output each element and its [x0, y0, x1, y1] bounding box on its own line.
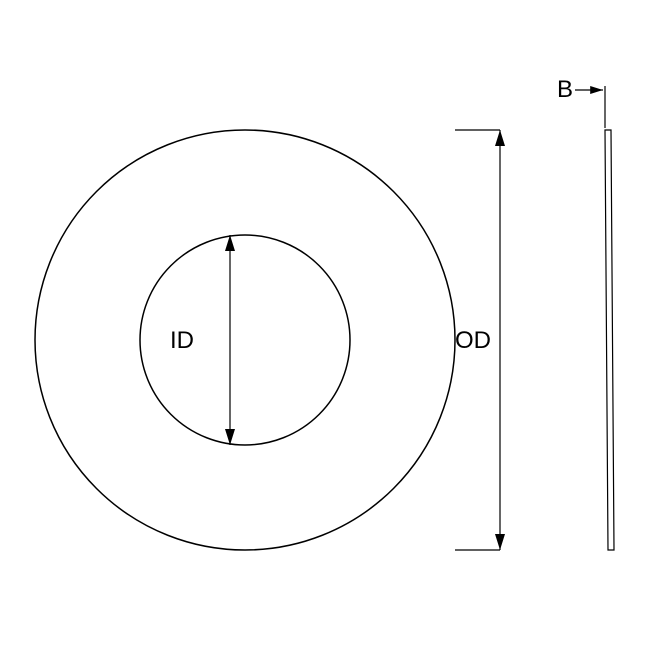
b-label: B — [557, 76, 573, 103]
id-dimension: ID — [170, 235, 235, 445]
washer-diagram: OD ID B — [0, 0, 670, 670]
washer-side-view — [605, 130, 614, 550]
b-dimension: B — [557, 76, 605, 128]
id-label: ID — [170, 327, 194, 354]
od-label: OD — [455, 327, 491, 354]
washer-outer-circle — [35, 130, 455, 550]
od-dimension: OD — [455, 130, 505, 550]
